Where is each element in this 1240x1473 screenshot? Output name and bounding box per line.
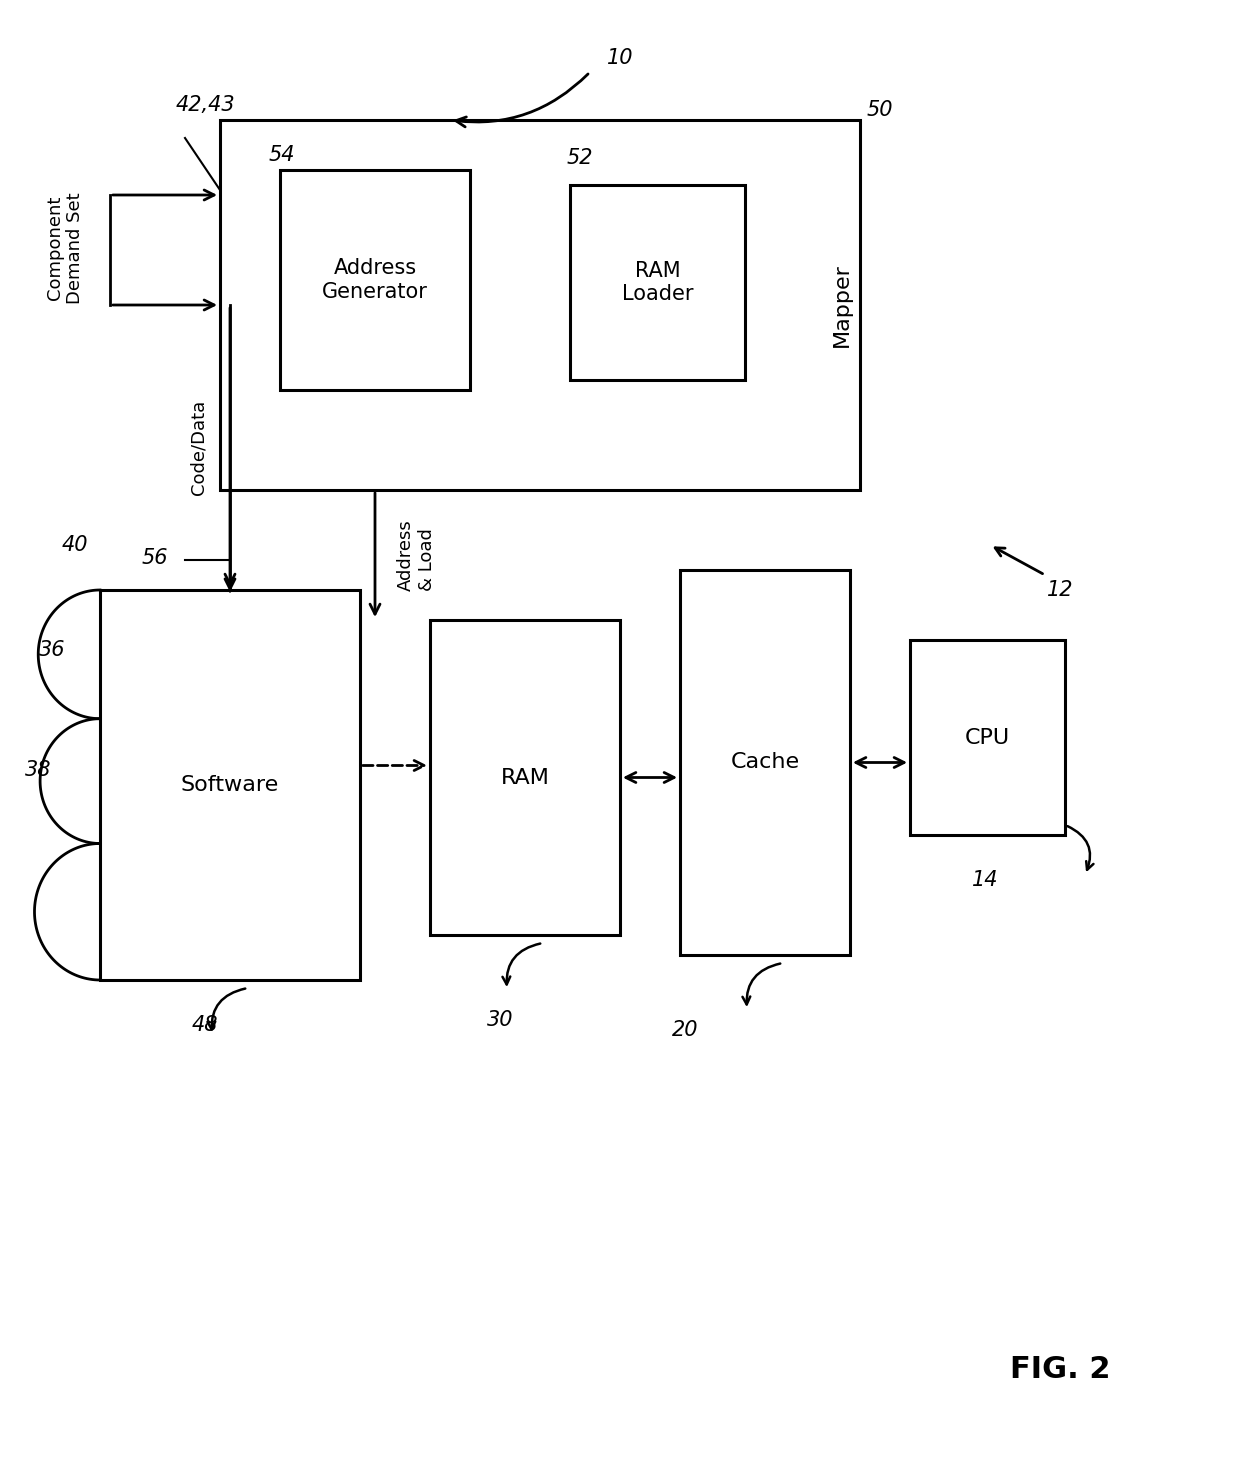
Text: RAM: RAM — [501, 767, 549, 788]
Text: Cache: Cache — [730, 753, 800, 772]
Text: 20: 20 — [672, 1019, 698, 1040]
Text: Address
Generator: Address Generator — [322, 258, 428, 302]
Bar — [570, 186, 745, 380]
Text: 40: 40 — [62, 535, 88, 555]
Text: Code/Data: Code/Data — [190, 399, 208, 495]
Bar — [100, 591, 360, 980]
Text: Address
& Load: Address & Load — [397, 518, 435, 591]
Text: 48: 48 — [192, 1015, 218, 1036]
Text: 36: 36 — [38, 639, 66, 660]
Bar — [910, 639, 1065, 835]
Text: RAM
Loader: RAM Loader — [621, 261, 693, 303]
Text: FIG. 2: FIG. 2 — [1009, 1355, 1110, 1385]
Text: 10: 10 — [606, 49, 634, 68]
Text: 38: 38 — [25, 760, 51, 781]
Text: 42,43: 42,43 — [175, 94, 234, 115]
Bar — [219, 119, 861, 491]
Text: 50: 50 — [867, 100, 893, 119]
Text: 14: 14 — [972, 871, 998, 890]
Bar — [430, 620, 620, 935]
Text: 12: 12 — [1047, 580, 1074, 600]
Bar — [680, 570, 849, 955]
Text: Software: Software — [181, 775, 279, 795]
Text: CPU: CPU — [965, 728, 1011, 747]
Bar — [280, 169, 470, 390]
Text: 52: 52 — [567, 147, 593, 168]
Text: Component
Demand Set: Component Demand Set — [46, 191, 84, 303]
Text: 56: 56 — [141, 548, 169, 569]
Text: 30: 30 — [487, 1010, 513, 1030]
Text: Mapper: Mapper — [832, 264, 852, 348]
Text: 54: 54 — [269, 144, 295, 165]
